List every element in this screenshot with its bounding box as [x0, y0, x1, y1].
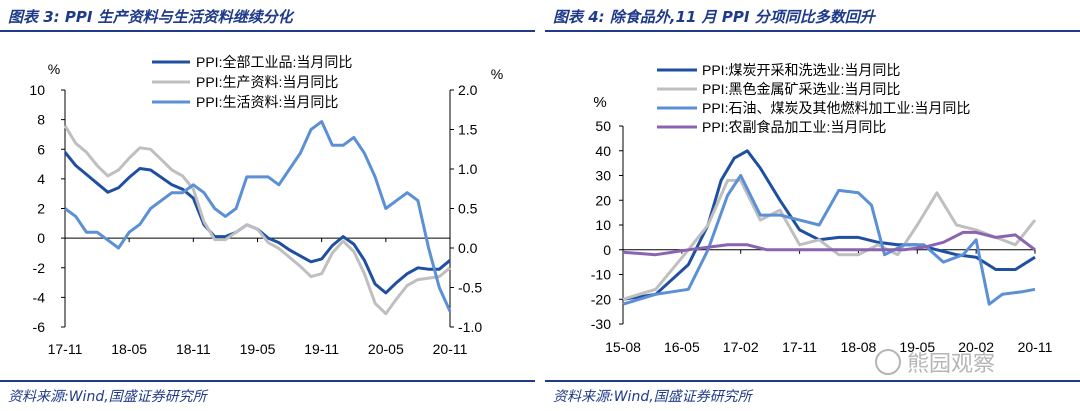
- y-tick-label: 40: [595, 143, 611, 159]
- series-line-2: [622, 178, 1037, 301]
- legend-label-3: PPI:生活资料:当月同比: [196, 94, 338, 110]
- y-tick-label: 20: [595, 192, 611, 208]
- series-line-1: [63, 151, 451, 295]
- title-divider: [545, 30, 1080, 32]
- watermark-text: 熊园观察: [907, 352, 996, 377]
- legend-label-1: PPI:煤炭开采和洗选业:当月同比: [702, 62, 900, 78]
- legend-label-1: PPI:全部工业品:当月同比: [196, 54, 352, 70]
- x-tick-label: 20-11: [433, 341, 468, 357]
- line-chart-right: % 50 40 30 20 10 0 -10 -20 -30 15-08 16-05 17-02 17-1…: [591, 62, 1053, 355]
- y-tick-label-left: -4: [33, 289, 46, 305]
- y-tick-label: -10: [591, 267, 611, 283]
- source-divider: [0, 380, 535, 382]
- chart-source: 资料来源:Wind,国盛证券研究所: [8, 389, 207, 405]
- source-divider: [545, 380, 1080, 382]
- y-tick-label-left: 8: [37, 112, 45, 128]
- legend-label-2: PPI:黑色金属矿采选业:当月同比: [702, 81, 900, 97]
- x-tick-label: 17-11: [48, 341, 83, 357]
- y-tick-label-left: 2: [37, 201, 45, 217]
- y-tick-label: -20: [591, 291, 611, 307]
- y-tick-label-left: -6: [33, 319, 46, 335]
- chart-source: 资料来源:Wind,国盛证券研究所: [553, 389, 752, 405]
- legend-label-4: PPI:农副食品加工业:当月同比: [702, 119, 886, 135]
- x-tick-label: 16-05: [664, 339, 700, 355]
- line-chart-left: % %1086420-2-4-62.01.51.00.50.0-0.5-1.017…: [29, 54, 503, 357]
- x-tick-label: 20-02: [958, 339, 994, 355]
- x-tick-label: 18-11: [176, 341, 211, 357]
- y-tick-label: 10: [595, 217, 611, 233]
- y-tick-label-left: 0: [37, 230, 45, 246]
- x-tick-label: 19-05: [899, 339, 935, 355]
- x-tick-label: 18-05: [111, 341, 147, 357]
- legend-label-2: PPI:生产资料:当月同比: [196, 74, 338, 90]
- series-line-3: [622, 174, 1036, 306]
- x-tick-label: 20-11: [1018, 339, 1053, 355]
- y-tick-label: 30: [595, 168, 611, 184]
- y-tick-label-left: -2: [33, 260, 46, 276]
- x-tick-label: 19-11: [304, 341, 339, 357]
- watermark: 熊园观察: [875, 346, 995, 378]
- y-tick-label-left: 10: [29, 82, 45, 98]
- x-tick-label: 20-05: [368, 341, 404, 357]
- y-tick-label-right: 1.5: [458, 122, 478, 138]
- x-tick-label: 19-05: [240, 341, 276, 357]
- chart-title: 图表 4: 除食品外,11 月 PPI 分项同比多数回升: [553, 8, 875, 26]
- y-tick-label: 0: [603, 242, 611, 258]
- title-divider: [0, 30, 535, 32]
- series-line-3: [64, 120, 452, 312]
- y-tick-label-right: 1.0: [458, 161, 478, 177]
- y-tick-label: -30: [591, 316, 611, 332]
- y-tick-label-right: 0.0: [458, 240, 478, 256]
- y-tick-label-right: 0.5: [458, 201, 478, 217]
- wechat-logo-icon: [875, 349, 901, 375]
- y-tick-label-left: 6: [37, 141, 45, 157]
- y-tick-label: 50: [595, 118, 611, 134]
- series-line-1: [622, 149, 1036, 301]
- series-line-4: [622, 230, 1036, 257]
- x-tick-label: 17-02: [723, 339, 759, 355]
- chart-panel-ppi-production-living: 图表 3: PPI 生产资料与生活资料继续分化 %% 10 8 6 4 2 0 -2 -4 -6 2…: [0, 0, 535, 411]
- chart-panel-ppi-subsectors: 图表 4: 除食品外,11 月 PPI 分项同比多数回升 % 50 40 30 20 10…: [545, 0, 1080, 411]
- y-axis-unit-right: %: [491, 66, 503, 82]
- chart-title: 图表 3: PPI 生产资料与生活资料继续分化: [8, 8, 293, 26]
- x-tick-label: 15-08: [605, 339, 641, 355]
- x-tick-label: 18-08: [841, 339, 877, 355]
- y-tick-label-right: -1.0: [458, 319, 482, 335]
- y-tick-label-left: 4: [37, 171, 45, 187]
- y-tick-label-right: 2.0: [458, 82, 478, 98]
- y-axis-unit-left: %: [48, 61, 60, 77]
- x-tick-label: 17-11: [782, 339, 817, 355]
- legend-label-3: PPI:石油、煤炭及其他燃料加工业:当月同比: [702, 100, 970, 116]
- y-tick-label-right: -0.5: [458, 280, 482, 296]
- y-axis-unit: %: [593, 94, 606, 111]
- series-line-2: [63, 124, 451, 316]
